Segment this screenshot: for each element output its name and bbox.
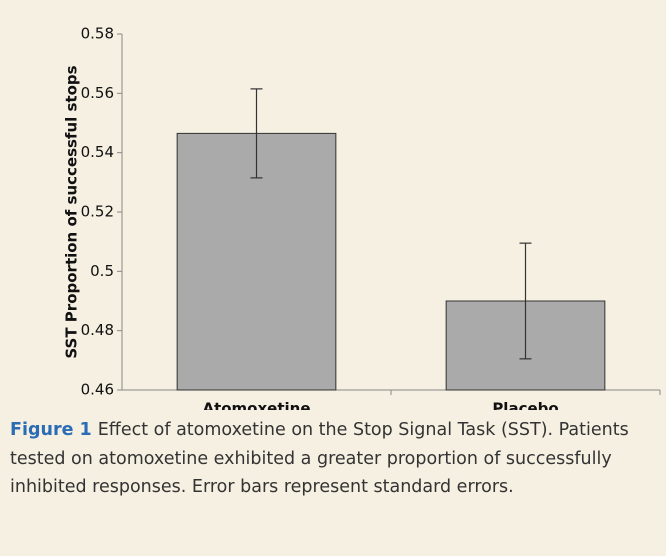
caption-text: Effect of atomoxetine on the Stop Signal… [10,420,629,497]
y-tick-label: 0.5 [90,262,114,280]
y-tick-label: 0.56 [81,84,114,102]
y-tick-label: 0.48 [81,321,114,339]
chart: SST Proportion of successful stops 0.46 0… [62,24,661,411]
caption: Figure 1 Effect of atomoxetine on the Sto… [10,416,660,502]
error-bar [519,242,532,360]
error-bar [250,88,263,179]
y-tick-label: 0.54 [81,143,114,161]
y-axis-label: SST Proportion of successful stops [63,65,81,358]
caption-label: Figure 1 [10,420,92,440]
y-tick-label: 0.58 [81,25,114,43]
y-tick-label: 0.52 [81,203,114,221]
x-tick-label: Placebo [492,400,558,411]
y-tick-label: 0.46 [81,381,114,399]
x-tick-label: Atomoxetine [202,400,310,411]
